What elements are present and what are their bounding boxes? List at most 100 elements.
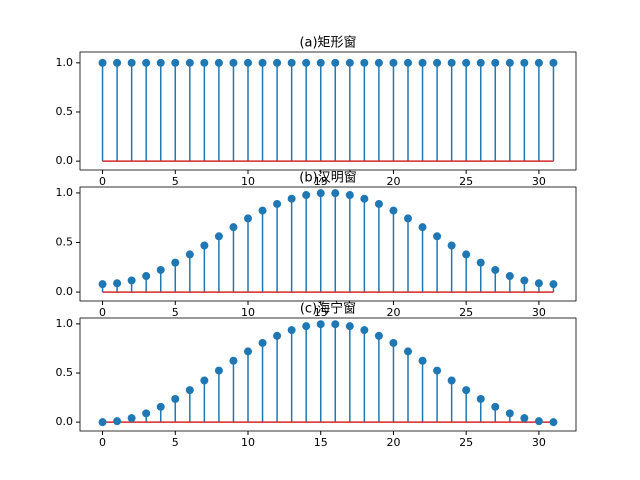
stem-marker <box>214 58 223 67</box>
x-tick-label: 10 <box>241 306 255 319</box>
x-tick-label: 25 <box>459 436 473 449</box>
stem-marker <box>534 417 543 426</box>
stem-marker <box>447 376 456 385</box>
stem-marker <box>331 58 340 67</box>
stem-marker <box>534 279 543 288</box>
y-tick-label: 1.0 <box>56 56 74 69</box>
stem-marker <box>113 58 122 67</box>
stem-marker <box>374 199 383 208</box>
stem-marker <box>142 272 151 281</box>
x-tick-label: 30 <box>532 306 546 319</box>
stem-marker <box>185 58 194 67</box>
stem-marker <box>127 414 136 423</box>
x-tick-label: 0 <box>99 175 106 188</box>
y-tick-label: 0.5 <box>56 236 74 249</box>
stem-marker <box>389 206 398 215</box>
stem-marker <box>520 414 529 423</box>
stem-marker <box>360 326 369 335</box>
stem-marker <box>258 338 267 347</box>
stem-marker <box>447 58 456 67</box>
stem-marker <box>113 279 122 288</box>
stem-marker <box>287 194 296 203</box>
stem-marker <box>476 258 485 267</box>
axes-frame <box>79 51 577 171</box>
stem-marker <box>258 58 267 67</box>
stem-marker <box>171 394 180 403</box>
stem-marker <box>98 280 107 289</box>
stem-marker <box>462 386 471 395</box>
stem-marker <box>229 356 238 365</box>
x-tick-label: 30 <box>532 436 546 449</box>
x-tick-label: 10 <box>241 436 255 449</box>
x-tick-label: 15 <box>314 175 328 188</box>
stem-marker <box>418 356 427 365</box>
y-tick-label: 1.0 <box>56 317 74 330</box>
stem-marker <box>214 366 223 375</box>
stem-marker <box>185 250 194 259</box>
stem-marker <box>374 331 383 340</box>
x-tick-label: 20 <box>386 436 400 449</box>
stem-marker <box>156 58 165 67</box>
stem-marker <box>345 322 354 331</box>
subplot-title: (c)海宁窗 <box>300 301 356 317</box>
x-tick-label: 25 <box>459 175 473 188</box>
stem-marker <box>316 320 325 329</box>
stem-marker <box>142 409 151 418</box>
stem-marker <box>98 418 107 427</box>
stem-marker <box>244 58 252 67</box>
stem-marker <box>244 214 252 223</box>
stem-marker <box>200 58 209 67</box>
subplot-title: (b)汉明窗 <box>299 170 356 186</box>
stem-marker <box>229 58 238 67</box>
stem-marker <box>127 58 136 67</box>
stem-marker <box>244 347 252 356</box>
stem-marker <box>505 409 514 418</box>
stem-marker <box>534 58 543 67</box>
stem-marker <box>316 58 325 67</box>
stem-marker <box>345 191 354 200</box>
stem-marker <box>360 194 369 203</box>
x-tick-label: 15 <box>314 436 328 449</box>
x-tick-label: 25 <box>459 306 473 319</box>
stem-marker <box>214 232 223 241</box>
stem-marker <box>200 376 209 385</box>
stem-marker <box>142 58 151 67</box>
stem-marker <box>389 338 398 347</box>
stem-marker <box>316 189 325 198</box>
stem-marker <box>331 189 340 198</box>
stem-marker <box>404 58 412 67</box>
stem-marker <box>331 320 340 329</box>
stem-marker <box>447 241 456 250</box>
stem-marker <box>549 280 558 289</box>
x-tick-label: 15 <box>314 306 328 319</box>
stem-marker <box>491 402 500 411</box>
y-tick-label: 0.0 <box>56 154 74 167</box>
y-tick-label: 0.0 <box>56 415 74 428</box>
x-tick-label: 0 <box>99 306 106 319</box>
stem-marker <box>302 191 311 200</box>
stem-marker <box>389 58 398 67</box>
x-tick-label: 0 <box>99 436 106 449</box>
stem-marker <box>273 199 282 208</box>
y-tick-label: 1.0 <box>56 186 74 199</box>
x-tick-label: 5 <box>172 306 179 319</box>
stem-marker <box>462 250 471 259</box>
subplot-title: (a)矩形窗 <box>299 35 356 51</box>
stem-marker <box>520 276 529 285</box>
stem-marker <box>433 366 442 375</box>
stem-marker <box>127 276 136 285</box>
stem-marker <box>302 58 311 67</box>
axes-frame <box>79 186 577 302</box>
stem-marker <box>345 58 354 67</box>
stem-marker <box>273 58 282 67</box>
x-tick-label: 10 <box>241 175 255 188</box>
x-tick-label: 20 <box>386 175 400 188</box>
stem-marker <box>156 402 165 411</box>
stem-marker <box>287 58 296 67</box>
stem-marker <box>476 394 485 403</box>
stem-marker <box>273 331 282 340</box>
stem-marker <box>404 347 412 356</box>
stem-marker <box>171 58 180 67</box>
stem-marker <box>156 265 165 274</box>
